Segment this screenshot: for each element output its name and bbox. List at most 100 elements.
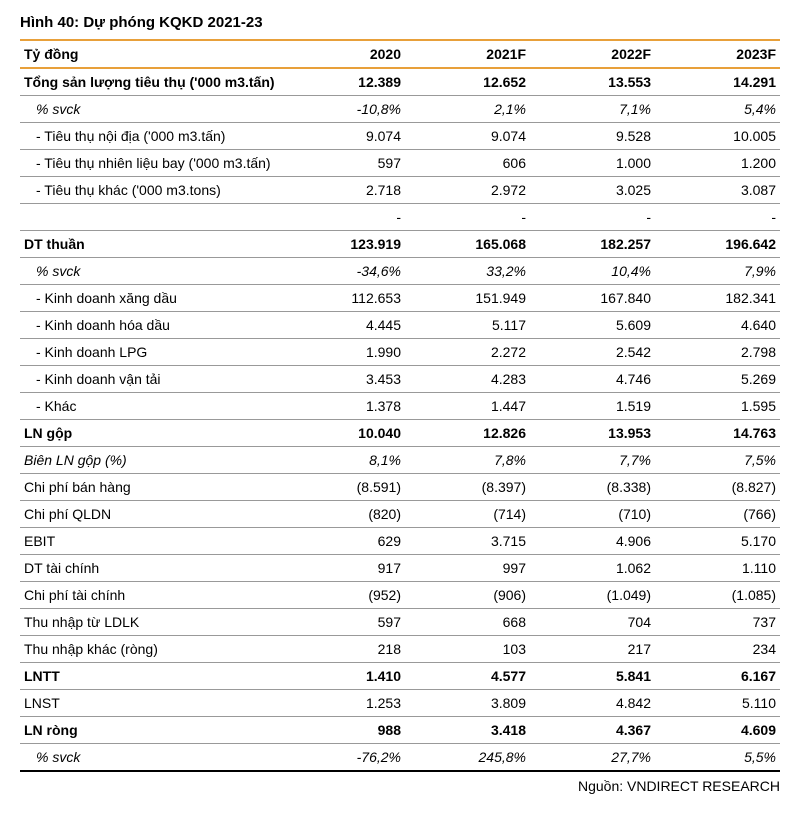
row-value: 165.068 — [405, 231, 530, 258]
row-label: - Tiêu thụ nội địa ('000 m3.tấn) — [20, 123, 280, 150]
row-value: 103 — [405, 636, 530, 663]
table-row: % svck-10,8%2,1%7,1%5,4% — [20, 96, 780, 123]
row-label: % svck — [20, 744, 280, 772]
row-value: 7,1% — [530, 96, 655, 123]
table-header-row: Tỷ đồng 2020 2021F 2022F 2023F — [20, 40, 780, 68]
col-2020: 2020 — [280, 40, 405, 68]
row-value: 12.826 — [405, 420, 530, 447]
row-label: - Tiêu thụ nhiên liệu bay ('000 m3.tấn) — [20, 150, 280, 177]
table-row: % svck-76,2%245,8%27,7%5,5% — [20, 744, 780, 772]
row-value: 5,4% — [655, 96, 780, 123]
row-value: 234 — [655, 636, 780, 663]
table-row: DT tài chính9179971.0621.110 — [20, 555, 780, 582]
row-label: % svck — [20, 258, 280, 285]
row-value: 597 — [280, 609, 405, 636]
row-value: 997 — [405, 555, 530, 582]
row-value: 182.257 — [530, 231, 655, 258]
row-value: -76,2% — [280, 744, 405, 772]
row-value: 12.652 — [405, 68, 530, 96]
row-value: (8.338) — [530, 474, 655, 501]
row-value: 112.653 — [280, 285, 405, 312]
row-value: 10,4% — [530, 258, 655, 285]
row-value: 629 — [280, 528, 405, 555]
row-value: 1.447 — [405, 393, 530, 420]
row-label: Thu nhập khác (ròng) — [20, 636, 280, 663]
row-value: 5.110 — [655, 690, 780, 717]
table-row: - Kinh doanh xăng dầu112.653151.949167.8… — [20, 285, 780, 312]
row-value: 9.528 — [530, 123, 655, 150]
col-2022f: 2022F — [530, 40, 655, 68]
row-value: 27,7% — [530, 744, 655, 772]
table-row: - Tiêu thụ khác ('000 m3.tons)2.7182.972… — [20, 177, 780, 204]
table-row: - Khác1.3781.4471.5191.595 — [20, 393, 780, 420]
row-label: DT thuần — [20, 231, 280, 258]
row-label: LN gộp — [20, 420, 280, 447]
row-value: 10.005 — [655, 123, 780, 150]
row-value: 2.718 — [280, 177, 405, 204]
row-value: 8,1% — [280, 447, 405, 474]
table-row: - Tiêu thụ nhiên liệu bay ('000 m3.tấn)5… — [20, 150, 780, 177]
row-value: (8.397) — [405, 474, 530, 501]
row-label: - Kinh doanh vận tải — [20, 366, 280, 393]
row-value: 4.906 — [530, 528, 655, 555]
row-value: 4.283 — [405, 366, 530, 393]
unit-label: Tỷ đồng — [20, 40, 280, 68]
row-value: 1.990 — [280, 339, 405, 366]
row-value: 5,5% — [655, 744, 780, 772]
row-value: 2.798 — [655, 339, 780, 366]
row-value: 5.841 — [530, 663, 655, 690]
table-row: - Tiêu thụ nội địa ('000 m3.tấn)9.0749.0… — [20, 123, 780, 150]
row-value: - — [280, 204, 405, 231]
row-value: (1.085) — [655, 582, 780, 609]
row-label: Chi phí bán hàng — [20, 474, 280, 501]
table-row: DT thuần123.919165.068182.257196.642 — [20, 231, 780, 258]
row-value: -10,8% — [280, 96, 405, 123]
row-value: (1.049) — [530, 582, 655, 609]
row-value: 1.000 — [530, 150, 655, 177]
row-label: - Kinh doanh hóa dầu — [20, 312, 280, 339]
row-value: 13.553 — [530, 68, 655, 96]
row-value: (820) — [280, 501, 405, 528]
table-row: Thu nhập từ LDLK597668704737 — [20, 609, 780, 636]
row-value: (906) — [405, 582, 530, 609]
row-value: 3.025 — [530, 177, 655, 204]
row-value: 3.453 — [280, 366, 405, 393]
col-2021f: 2021F — [405, 40, 530, 68]
row-label: DT tài chính — [20, 555, 280, 582]
col-2023f: 2023F — [655, 40, 780, 68]
row-label: - Kinh doanh xăng dầu — [20, 285, 280, 312]
row-value: 2.972 — [405, 177, 530, 204]
row-value: 196.642 — [655, 231, 780, 258]
row-value: 3.809 — [405, 690, 530, 717]
table-row: ---- — [20, 204, 780, 231]
row-value: 5.609 — [530, 312, 655, 339]
row-value: 7,5% — [655, 447, 780, 474]
row-value: 2.272 — [405, 339, 530, 366]
row-value: 704 — [530, 609, 655, 636]
row-value: (714) — [405, 501, 530, 528]
row-value: 3.087 — [655, 177, 780, 204]
row-label: Chi phí tài chính — [20, 582, 280, 609]
row-label: Tổng sản lượng tiêu thụ ('000 m3.tấn) — [20, 68, 280, 96]
row-value: (952) — [280, 582, 405, 609]
row-value: 1.110 — [655, 555, 780, 582]
row-value: 4.640 — [655, 312, 780, 339]
row-value: 3.418 — [405, 717, 530, 744]
row-value: 2.542 — [530, 339, 655, 366]
row-value: 1.253 — [280, 690, 405, 717]
row-value: - — [405, 204, 530, 231]
table-row: LN gộp10.04012.82613.95314.763 — [20, 420, 780, 447]
table-row: Chi phí tài chính(952)(906)(1.049)(1.085… — [20, 582, 780, 609]
row-value: 4.445 — [280, 312, 405, 339]
row-label: Biên LN gộp (%) — [20, 447, 280, 474]
row-value: 4.609 — [655, 717, 780, 744]
row-value: 10.040 — [280, 420, 405, 447]
table-body: Tổng sản lượng tiêu thụ ('000 m3.tấn) 12.… — [20, 68, 780, 771]
row-label: LN ròng — [20, 717, 280, 744]
table-row: LNST1.2533.8094.8425.110 — [20, 690, 780, 717]
row-value: 988 — [280, 717, 405, 744]
row-value: 1.519 — [530, 393, 655, 420]
row-label: LNST — [20, 690, 280, 717]
row-label: % svck — [20, 96, 280, 123]
row-value: 13.953 — [530, 420, 655, 447]
